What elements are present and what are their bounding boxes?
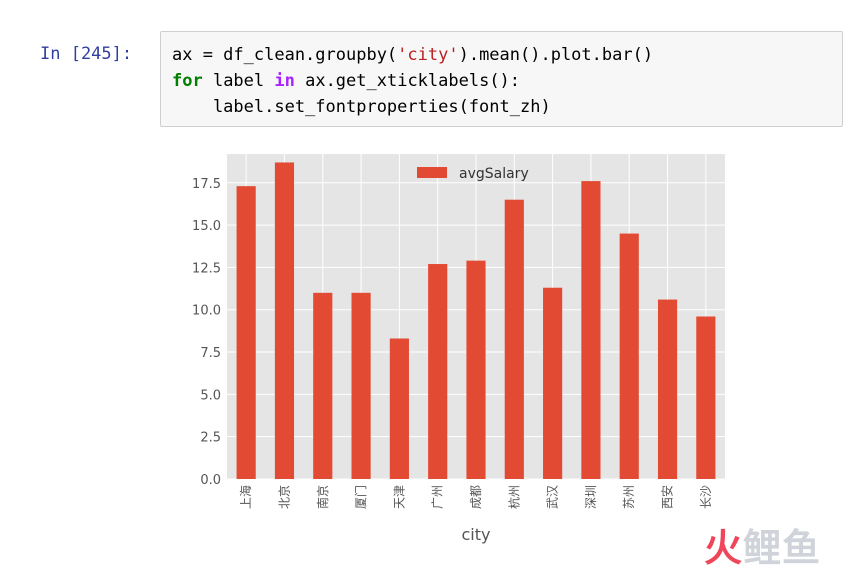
x-tick-label: 西安 bbox=[660, 485, 675, 509]
x-tick-label: 南京 bbox=[315, 485, 330, 509]
y-tick-label: 5.0 bbox=[200, 388, 221, 403]
bar-长沙 bbox=[696, 316, 716, 479]
legend-label: avgSalary bbox=[459, 166, 529, 182]
code-text: label.set_fontproperties(font_zh) bbox=[172, 97, 551, 117]
x-tick-label: 厦门 bbox=[353, 485, 368, 509]
bar-杭州 bbox=[504, 199, 524, 479]
code-text: ax.get_xticklabels(): bbox=[294, 71, 521, 91]
x-tick-label: 成都 bbox=[469, 485, 483, 509]
y-tick-label: 0.0 bbox=[200, 473, 221, 488]
bar-天津 bbox=[389, 338, 409, 479]
x-tick-label: 深圳 bbox=[584, 485, 598, 509]
code-keyword: for bbox=[172, 71, 203, 91]
x-tick-label: 武汉 bbox=[546, 485, 560, 509]
x-axis-label: city bbox=[462, 525, 491, 544]
x-tick-label: 北京 bbox=[277, 485, 291, 509]
y-tick-label: 17.5 bbox=[192, 177, 221, 192]
bar-厦门 bbox=[351, 292, 371, 479]
watermark-logo: 火鲤鱼 bbox=[703, 526, 821, 570]
code-text: label bbox=[202, 71, 275, 91]
y-tick-label: 12.5 bbox=[192, 261, 221, 276]
bar-北京 bbox=[274, 162, 295, 479]
x-tick-label: 杭州 bbox=[506, 485, 521, 509]
x-tick-label: 广州 bbox=[431, 485, 445, 509]
code-keyword: in bbox=[274, 71, 295, 91]
code-text: ).mean().plot.bar() bbox=[458, 45, 654, 65]
code-string: 'city' bbox=[397, 45, 459, 65]
x-tick-label: 苏州 bbox=[622, 485, 636, 509]
bar-深圳 bbox=[581, 181, 601, 480]
code-cell[interactable]: ax = df_clean.groupby('city').mean().plo… bbox=[160, 31, 843, 127]
bar-广州 bbox=[428, 264, 448, 479]
bar-南京 bbox=[313, 292, 333, 479]
cell-prompt: In [245]: bbox=[40, 44, 133, 64]
y-tick-label: 2.5 bbox=[200, 431, 221, 446]
code-text: ax = df_clean.groupby( bbox=[172, 45, 398, 65]
y-tick-label: 15.0 bbox=[192, 219, 221, 234]
x-tick-label: 上海 bbox=[238, 485, 253, 509]
bar-西安 bbox=[657, 299, 678, 479]
bar-上海 bbox=[236, 186, 256, 480]
bar-成都 bbox=[466, 260, 486, 479]
legend-swatch bbox=[417, 167, 447, 178]
bar-苏州 bbox=[619, 233, 639, 479]
y-tick-label: 10.0 bbox=[192, 304, 221, 319]
x-tick-label: 长沙 bbox=[699, 485, 713, 509]
x-tick-label: 天津 bbox=[392, 485, 406, 509]
bar-武汉 bbox=[543, 287, 563, 479]
y-tick-label: 7.5 bbox=[200, 346, 221, 361]
